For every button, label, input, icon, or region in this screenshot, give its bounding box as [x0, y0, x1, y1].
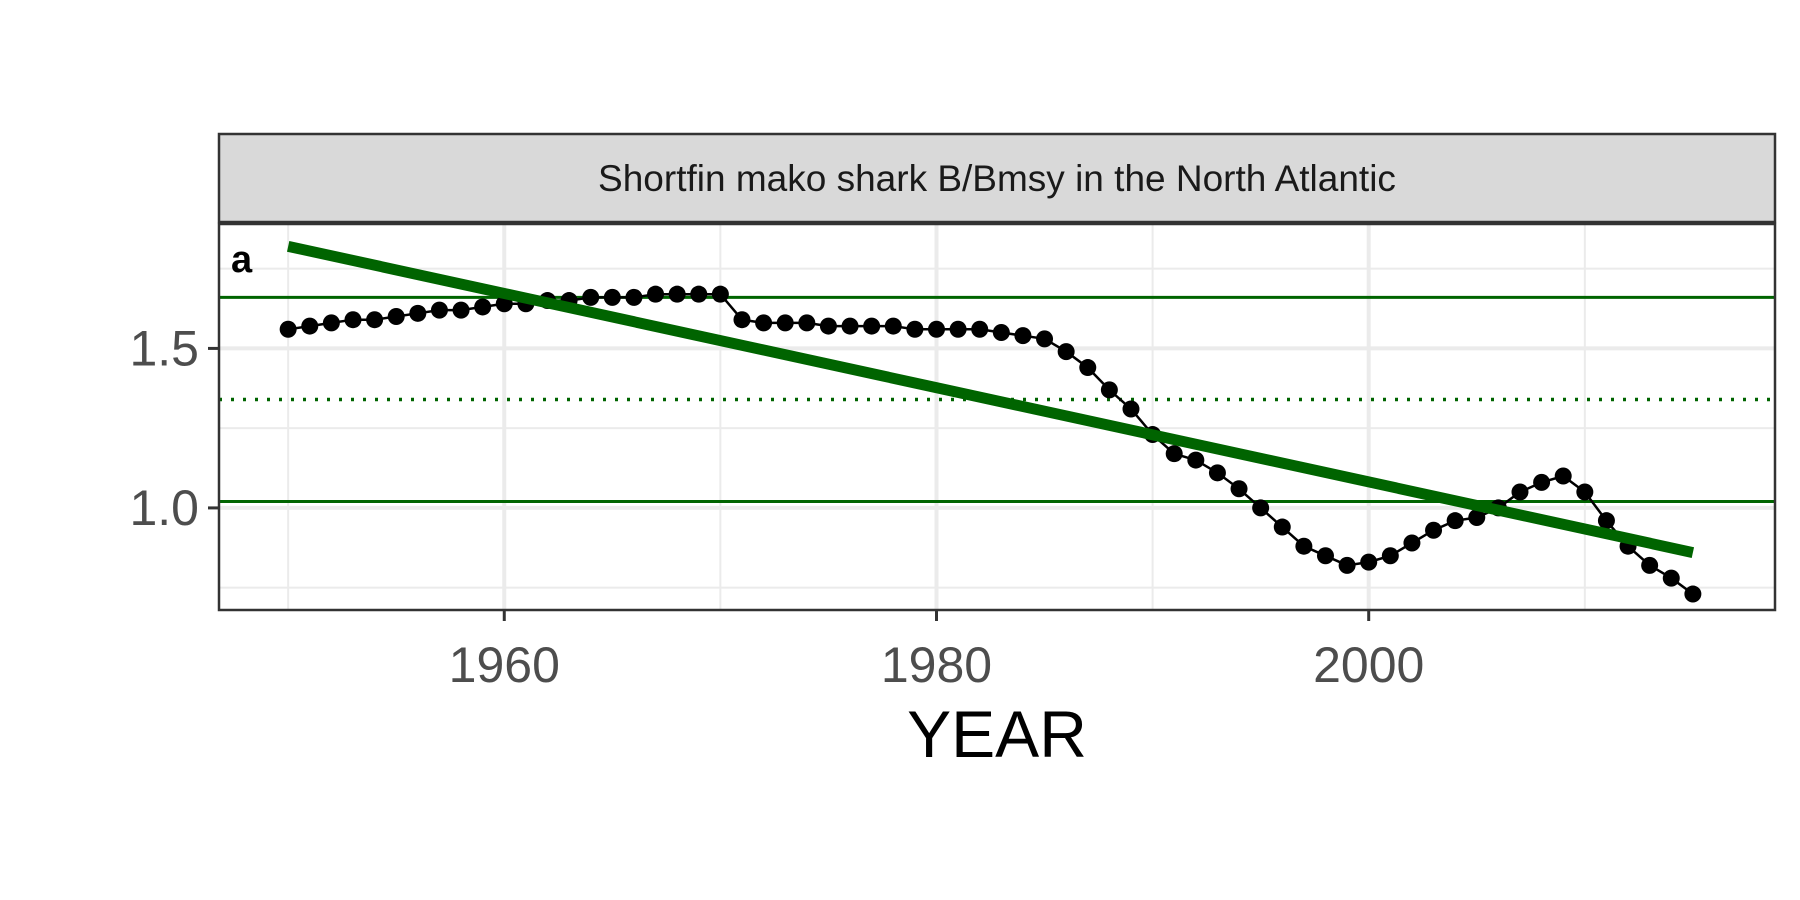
data-point-2007 [1511, 483, 1529, 501]
data-point-1989 [1122, 400, 1140, 418]
x-tick-label-2000: 2000 [1313, 637, 1424, 693]
data-point-1987 [1079, 359, 1097, 377]
trend-layer [286, 240, 1695, 558]
data-point-2002 [1403, 534, 1421, 552]
data-point-2013 [1641, 556, 1659, 574]
data-point-1959 [474, 298, 492, 316]
data-point-1975 [819, 317, 837, 335]
data-point-1955 [387, 308, 405, 326]
data-point-1996 [1273, 518, 1291, 536]
major-gridlines [219, 224, 1775, 610]
data-point-1976 [841, 317, 859, 335]
x-tick-label-1980: 1980 [881, 637, 992, 693]
series-layer [279, 285, 1702, 603]
data-point-1980 [927, 320, 945, 338]
data-point-1993 [1208, 464, 1226, 482]
panel-tag: a [231, 239, 253, 281]
data-point-1998 [1316, 547, 1334, 565]
data-point-1994 [1230, 480, 1248, 498]
data-point-2001 [1381, 547, 1399, 565]
minor-gridlines [219, 224, 1775, 610]
data-point-1964 [582, 288, 600, 306]
data-point-1981 [949, 320, 967, 338]
data-point-1969 [690, 285, 708, 303]
data-point-1965 [603, 288, 621, 306]
data-point-2005 [1468, 508, 1486, 526]
data-point-2008 [1533, 473, 1551, 491]
data-point-1973 [776, 314, 794, 332]
data-point-1992 [1187, 451, 1205, 469]
data-point-1988 [1100, 381, 1118, 399]
data-point-1991 [1165, 445, 1183, 463]
x-axis-title: YEAR [907, 697, 1087, 771]
data-point-1966 [625, 288, 643, 306]
data-point-2004 [1446, 512, 1464, 530]
data-point-1986 [1057, 343, 1075, 361]
data-point-1977 [863, 317, 881, 335]
y-tick-label-1: 1.5 [129, 320, 199, 376]
data-point-1951 [301, 317, 319, 335]
data-point-1995 [1252, 499, 1270, 517]
data-point-1974 [798, 314, 816, 332]
y-axis: 1.0 1.5 [129, 320, 219, 536]
data-point-1954 [366, 311, 384, 329]
data-point-1968 [668, 285, 686, 303]
data-point-1950 [279, 320, 297, 338]
data-point-1953 [344, 311, 362, 329]
data-point-1982 [971, 320, 989, 338]
trend-line [286, 240, 1695, 558]
data-point-1952 [322, 314, 340, 332]
data-point-2010 [1576, 483, 1594, 501]
x-axis: 1960 1980 2000 [449, 610, 1424, 693]
data-point-1957 [430, 301, 448, 319]
data-point-2003 [1425, 521, 1443, 539]
data-point-1958 [452, 301, 470, 319]
data-point-1979 [906, 320, 924, 338]
strip-title: Shortfin mako shark B/Bmsy in the North … [598, 158, 1396, 199]
strip-background [217, 132, 1777, 224]
data-point-2014 [1662, 569, 1680, 587]
data-point-1970 [711, 285, 729, 303]
data-point-1983 [992, 323, 1010, 341]
data-point-2000 [1360, 553, 1378, 571]
data-point-2011 [1597, 512, 1615, 530]
data-point-1972 [755, 314, 773, 332]
x-tick-label-1960: 1960 [449, 637, 560, 693]
data-point-1997 [1295, 537, 1313, 555]
y-tick-label-0: 1.0 [129, 480, 199, 536]
data-point-1984 [1014, 327, 1032, 345]
data-point-1985 [1036, 330, 1054, 348]
data-point-2015 [1684, 585, 1702, 603]
data-point-1971 [733, 311, 751, 329]
data-point-1978 [884, 317, 902, 335]
plot-border [217, 222, 1777, 612]
data-point-2009 [1554, 467, 1572, 485]
data-point-1999 [1338, 556, 1356, 574]
data-point-1956 [409, 304, 427, 322]
reference-lines [219, 295, 1775, 504]
data-point-1967 [647, 285, 665, 303]
